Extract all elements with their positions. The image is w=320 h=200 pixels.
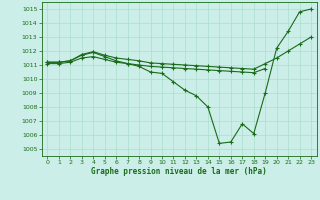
X-axis label: Graphe pression niveau de la mer (hPa): Graphe pression niveau de la mer (hPa) (91, 167, 267, 176)
